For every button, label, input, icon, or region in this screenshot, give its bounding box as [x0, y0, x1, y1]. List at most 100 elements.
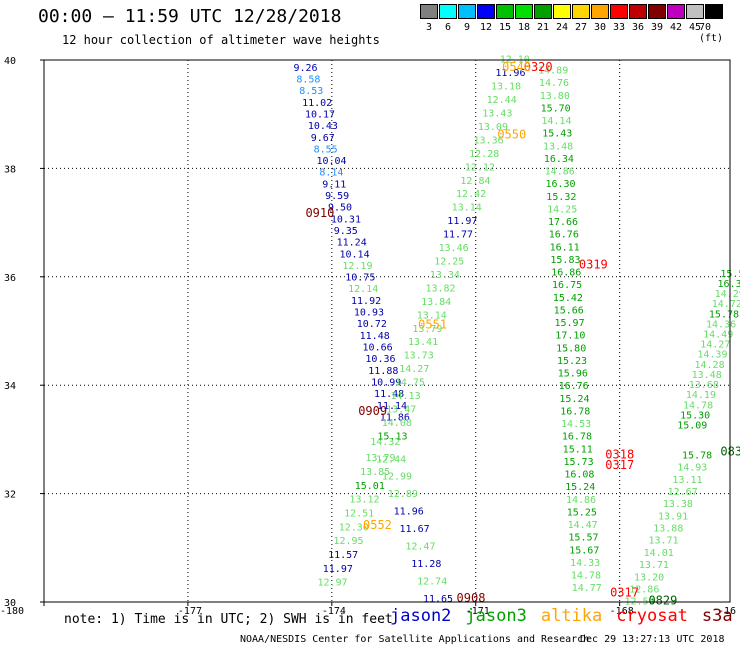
swh-value: 11.97 — [323, 564, 353, 575]
swh-value: 15.97 — [554, 318, 584, 329]
swh-value: 13.11 — [672, 475, 702, 486]
swh-value: 13.80 — [540, 91, 570, 102]
footnote: note: 1) Time is in UTC; 2) SWH is in fe… — [64, 612, 393, 627]
swh-value: 10.75 — [345, 273, 375, 284]
colorbar-swatch — [477, 4, 495, 19]
swh-value: 14.93 — [677, 463, 707, 474]
legend-item-jason3: jason3 — [465, 606, 527, 626]
swh-value: 12.86 — [629, 585, 659, 596]
colorbar-label: 9 — [463, 22, 471, 33]
pass-time-label: 0317 — [605, 458, 634, 472]
colorbar-label: 12 — [479, 22, 493, 33]
swh-value: 15.70 — [541, 103, 571, 114]
swh-value: 11.02 — [302, 98, 332, 109]
swh-value: 13.73 — [404, 351, 434, 362]
swh-value: 15.67 — [569, 545, 599, 556]
swh-value: 14.13 — [391, 391, 421, 402]
swh-value: 15.42 — [553, 293, 583, 304]
swh-value: 12.47 — [405, 542, 435, 553]
colorbar-swatch — [667, 4, 685, 19]
swh-value: 12.97 — [317, 578, 347, 589]
y-tick-label: 40 — [4, 56, 16, 67]
colorbar-label: 15 — [498, 22, 512, 33]
swh-value: 9.59 — [325, 191, 349, 202]
colorbar-swatch — [686, 4, 704, 19]
swh-value: 11.48 — [360, 331, 390, 342]
swh-value: 9.50 — [328, 203, 352, 214]
swh-value: 13.48 — [692, 370, 722, 381]
swh-value: 14.27 — [700, 340, 730, 351]
swh-value: 9.35 — [334, 226, 358, 237]
colorbar-swatch — [534, 4, 552, 19]
swh-value: 14.72 — [712, 299, 740, 310]
swh-value: 13.79 — [365, 453, 395, 464]
map-frame — [43, 59, 731, 603]
y-tick-label: 36 — [4, 273, 16, 284]
swh-value: 16.75 — [552, 280, 582, 291]
swh-value: 12.30 — [339, 522, 369, 533]
swh-value: 17.10 — [555, 331, 585, 342]
pass-time-label: 0909 — [358, 404, 387, 418]
colorbar-label: 42 — [669, 22, 683, 33]
swh-value: 9.11 — [322, 179, 346, 190]
swh-value: 12.89 — [388, 489, 418, 500]
swh-value: 12.95 — [333, 536, 363, 547]
swh-value: 13.46 — [439, 243, 469, 254]
swh-value: 11.86 — [380, 412, 410, 423]
x-tick-label: -174 — [322, 606, 346, 617]
swh-value: 13.14 — [452, 203, 482, 214]
swh-value: 11.48 — [374, 389, 404, 400]
pass-time-label: 0910 — [305, 206, 334, 220]
swh-value: 14.33 — [570, 558, 600, 569]
colorbar-label: 36 — [631, 22, 645, 33]
page-subtitle: 12 hour collection of altimeter wave hei… — [62, 33, 380, 47]
colorbar-swatch — [610, 4, 628, 19]
swh-value: 11.65 — [423, 594, 453, 605]
swh-value: 13.71 — [648, 536, 678, 547]
swh-value: 13.91 — [658, 511, 688, 522]
swh-value: 13.82 — [425, 283, 455, 294]
pass-time-label: 0551 — [418, 317, 447, 331]
swh-value: 13.79 — [412, 324, 442, 335]
swh-value: 10.66 — [363, 343, 393, 354]
pass-time-label: 0908 — [457, 591, 486, 605]
satellite-legend: jason2 jason3 altika cryosat s3a — [390, 606, 740, 626]
swh-value: 11.92 — [351, 296, 381, 307]
swh-value: 14.77 — [572, 583, 602, 594]
legend-item-altika: altika — [540, 606, 603, 626]
swh-value: 16.3 — [718, 279, 740, 290]
swh-value: 16.11 — [550, 242, 580, 253]
page-title: 00:00 – 11:59 UTC 12/28/2018 — [38, 6, 342, 27]
swh-value: 15.01 — [355, 481, 385, 492]
swh-value: 14.19 — [686, 390, 716, 401]
x-tick-label: -171 — [466, 606, 490, 617]
swh-value: 14.78 — [683, 400, 713, 411]
swh-value: 15.09 — [677, 421, 707, 432]
color-legend: 3 6 9 12 15 18 21 24 27 30 33 36 39 42 45 70 (ft) — [420, 4, 728, 44]
swh-value: 13.48 — [543, 141, 573, 152]
swh-value: 13.12 — [349, 495, 379, 506]
swh-value: 15.32 — [546, 192, 576, 203]
swh-value: 15.30 — [680, 410, 710, 421]
swh-value: 14.14 — [541, 116, 571, 127]
swh-value: 14.47 — [568, 520, 598, 531]
pass-time-label: 0320 — [524, 60, 553, 74]
swh-value: 8.14 — [319, 168, 343, 179]
y-tick-label: 30 — [4, 598, 16, 609]
swh-value: 8.53 — [299, 86, 323, 97]
swh-value: 15.73 — [564, 457, 594, 468]
swh-value: 16.76 — [559, 381, 589, 392]
swh-value: 13.41 — [408, 337, 438, 348]
swh-value: 12.99 — [382, 472, 412, 483]
swh-value: 15.24 — [559, 394, 589, 405]
x-tick-label: -177 — [178, 606, 202, 617]
colorbar-label: 21 — [536, 22, 550, 33]
colorbar-swatch — [572, 4, 590, 19]
colorbar-label: 39 — [650, 22, 664, 33]
swh-value: 16.34 — [544, 154, 574, 165]
swh-value: 15.66 — [554, 305, 584, 316]
swh-value: 14.89 — [538, 66, 568, 77]
swh-value: 12.51 — [344, 508, 374, 519]
swh-value: 10.93 — [354, 308, 384, 319]
swh-value: 15.23 — [557, 356, 587, 367]
